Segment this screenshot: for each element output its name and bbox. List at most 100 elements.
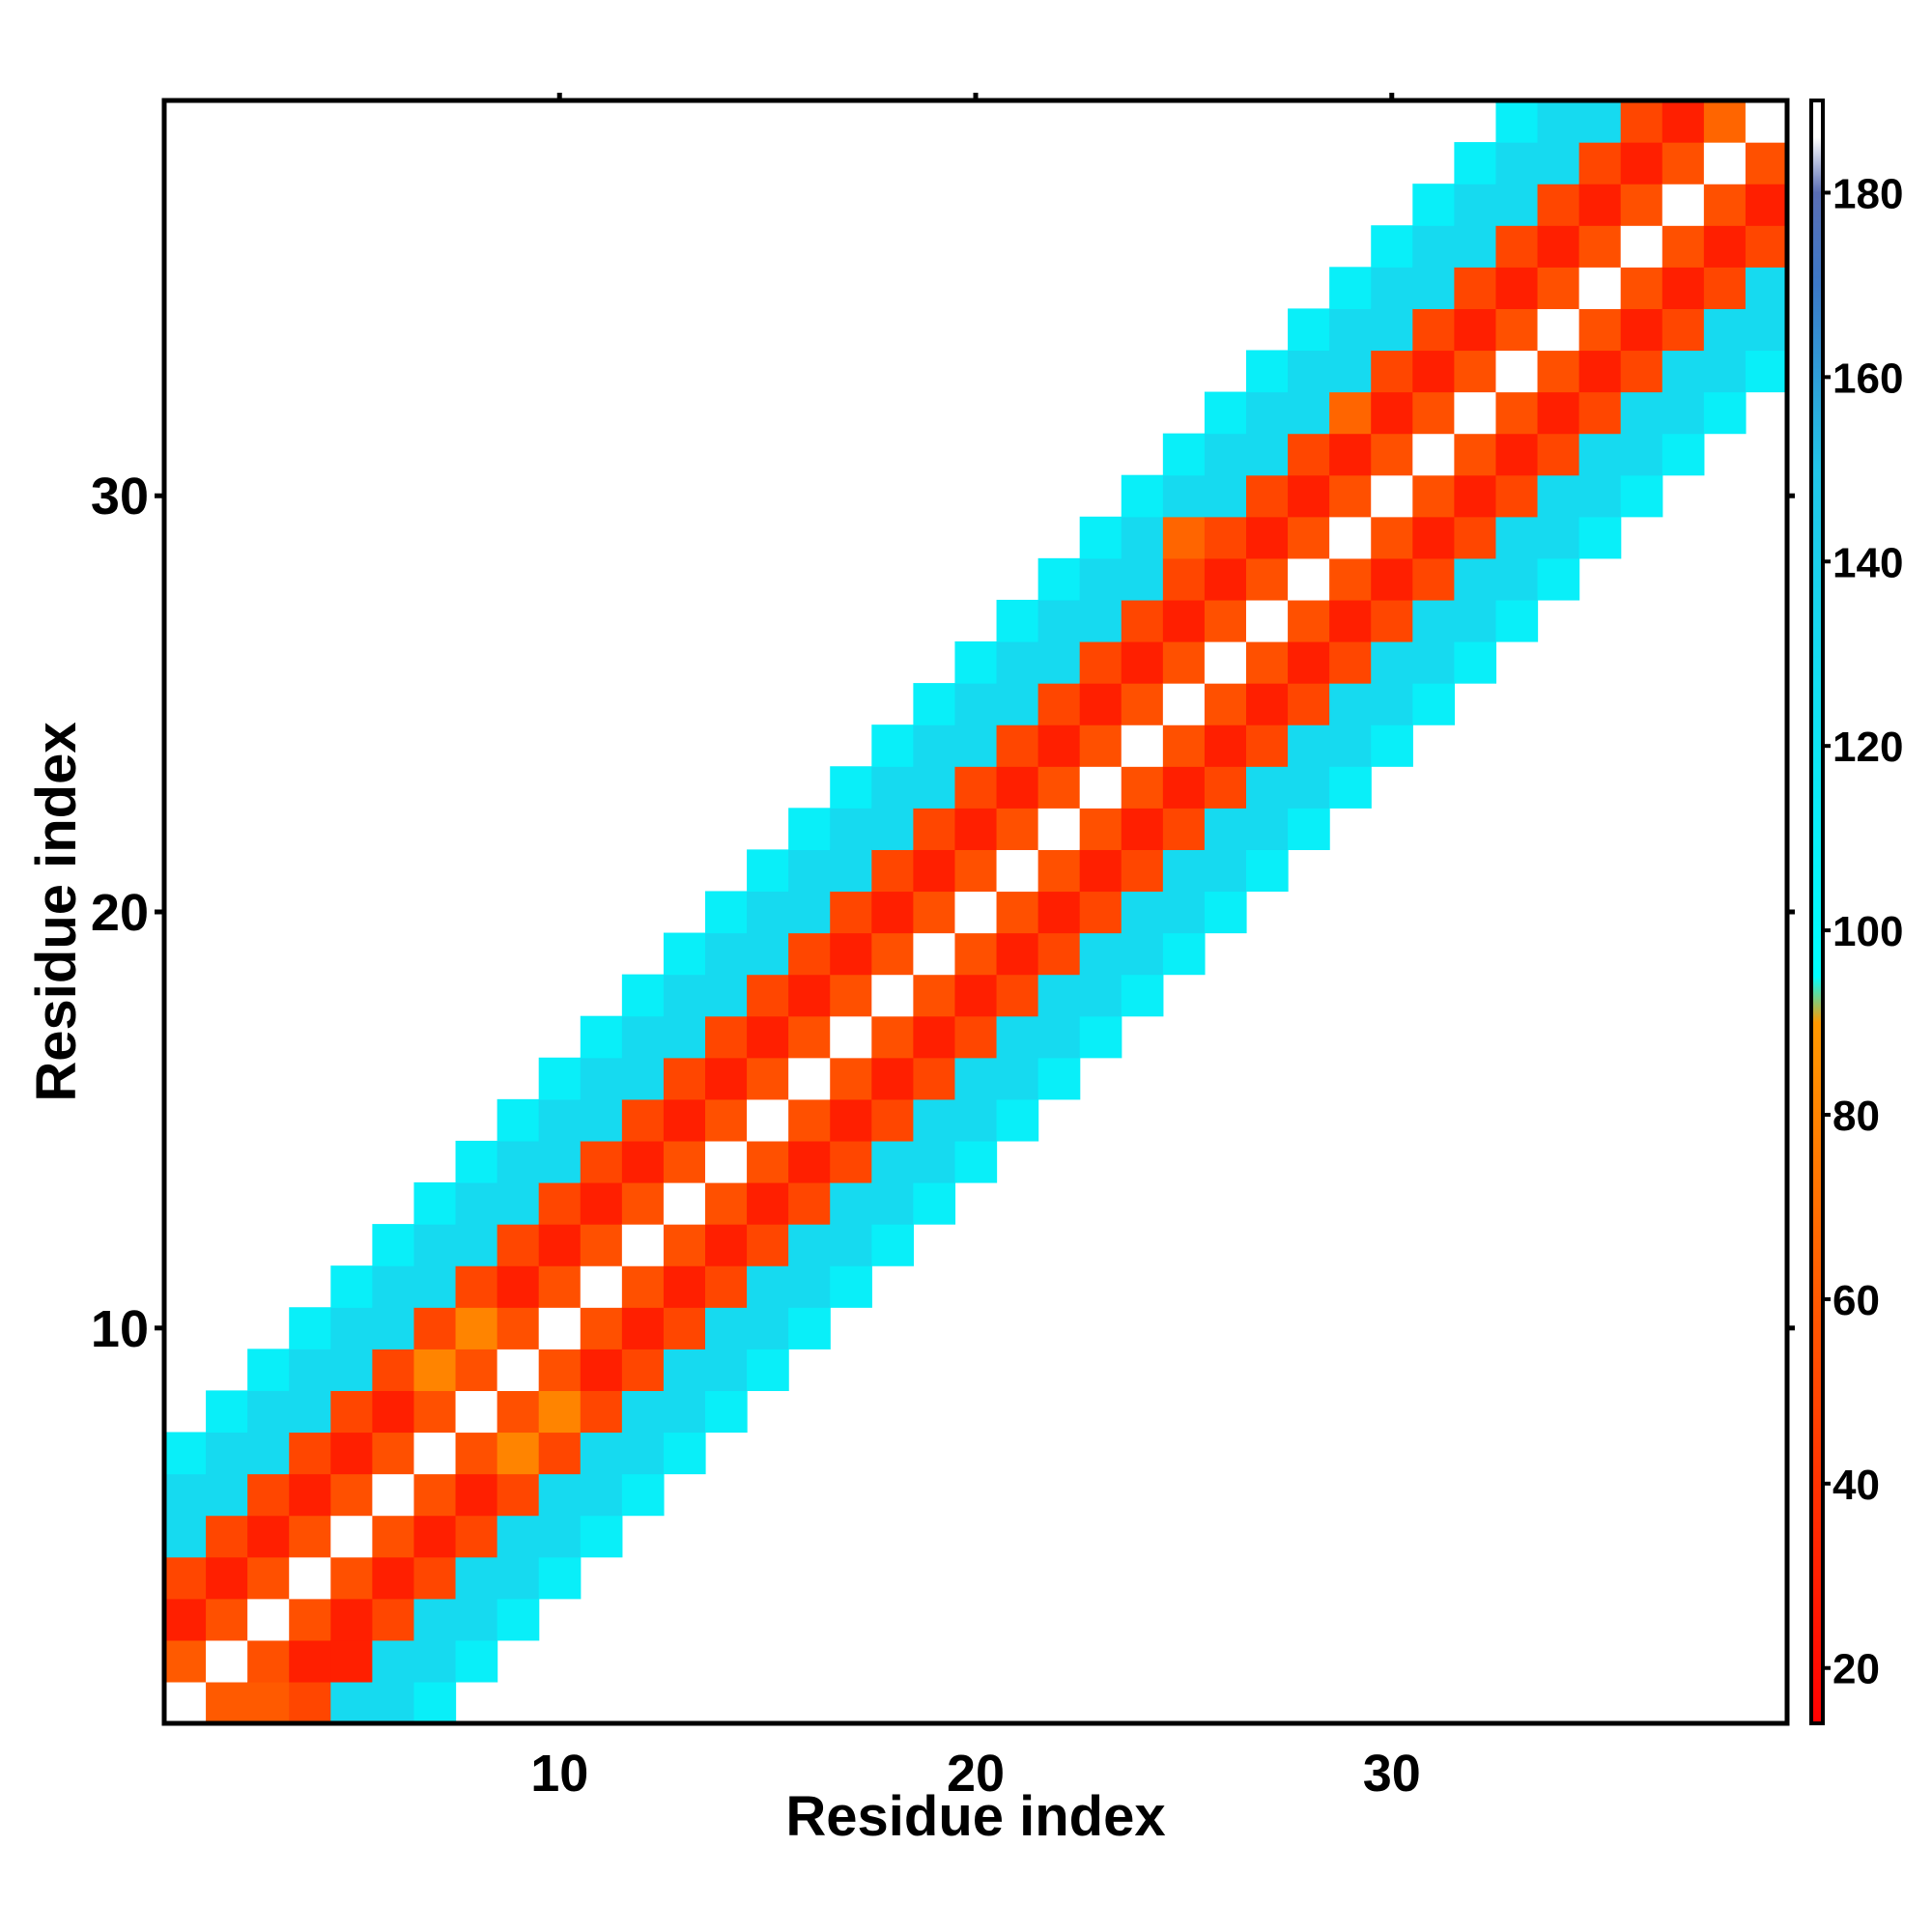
heatmap-cell bbox=[1371, 724, 1413, 767]
heatmap-cell bbox=[996, 724, 1039, 767]
heatmap-cell bbox=[663, 1140, 706, 1183]
heatmap-cell bbox=[788, 974, 831, 1017]
heatmap-cell bbox=[830, 1057, 872, 1100]
heatmap-cell bbox=[1246, 641, 1289, 684]
heatmap-cell bbox=[1079, 849, 1122, 893]
heatmap-cell bbox=[497, 1556, 540, 1600]
heatmap-cell bbox=[538, 1265, 582, 1308]
heatmap-cell bbox=[497, 1265, 540, 1308]
heatmap-cell bbox=[1121, 599, 1164, 642]
heatmap-cell bbox=[1703, 350, 1747, 393]
heatmap-cell bbox=[788, 932, 831, 976]
heatmap-cell bbox=[580, 1349, 623, 1391]
heatmap-cell bbox=[497, 1307, 540, 1350]
heatmap-cell bbox=[1371, 516, 1413, 559]
heatmap-cell bbox=[871, 974, 914, 1017]
heatmap-cell bbox=[538, 1307, 582, 1350]
heatmap-cell bbox=[1037, 599, 1081, 642]
heatmap-cell bbox=[1288, 391, 1330, 435]
heatmap-cell bbox=[1037, 891, 1081, 934]
heatmap-cell bbox=[1329, 391, 1372, 435]
heatmap-cell bbox=[372, 1349, 415, 1391]
heatmap-cell bbox=[1745, 225, 1788, 268]
heatmap-cell bbox=[996, 641, 1039, 684]
heatmap-cell bbox=[1620, 100, 1663, 143]
heatmap-cell bbox=[1037, 974, 1081, 1017]
heatmap-cell bbox=[1662, 184, 1705, 226]
heatmap-cell bbox=[1371, 599, 1413, 642]
heatmap-cell bbox=[747, 974, 789, 1017]
heatmap-cell bbox=[788, 1057, 831, 1100]
x-tick-label: 10 bbox=[530, 1745, 588, 1803]
heatmap-cell bbox=[1537, 225, 1580, 268]
heatmap-cell bbox=[580, 1140, 623, 1183]
heatmap-cell bbox=[1412, 267, 1455, 309]
heatmap-cell bbox=[497, 1098, 540, 1142]
heatmap-cell bbox=[1121, 808, 1164, 850]
heatmap-cell bbox=[954, 932, 998, 976]
heatmap-cell bbox=[1412, 474, 1455, 518]
heatmap-cell bbox=[1412, 308, 1455, 352]
heatmap-cell bbox=[247, 1515, 290, 1558]
heatmap-cell bbox=[497, 1349, 540, 1391]
heatmap-cell bbox=[1537, 308, 1580, 352]
heatmap-cell bbox=[1288, 474, 1330, 518]
heatmap-cell bbox=[1578, 391, 1622, 435]
heatmap-cell bbox=[996, 891, 1039, 934]
heatmap-cell bbox=[330, 1307, 373, 1350]
colorbar-tick-label: 80 bbox=[1833, 1093, 1880, 1140]
heatmap-cell bbox=[1037, 849, 1081, 893]
heatmap-cell bbox=[705, 1224, 748, 1266]
heatmap-cell bbox=[1162, 474, 1206, 518]
heatmap-cell bbox=[1079, 599, 1122, 642]
heatmap-cell bbox=[663, 1432, 706, 1475]
heatmap-cell bbox=[1288, 557, 1330, 601]
heatmap-cell bbox=[413, 1639, 457, 1683]
heatmap-cell bbox=[705, 1390, 748, 1434]
heatmap-cell bbox=[1412, 599, 1455, 642]
heatmap-cell bbox=[1537, 474, 1580, 518]
colorbar-tick-label: 140 bbox=[1833, 539, 1903, 586]
colorbar-tick-label: 60 bbox=[1833, 1277, 1880, 1324]
heatmap-cell bbox=[1662, 391, 1705, 435]
heatmap-cell bbox=[913, 1140, 956, 1183]
heatmap-cell bbox=[1329, 683, 1372, 725]
heatmap-cell bbox=[372, 1473, 415, 1517]
heatmap-cell bbox=[455, 1598, 498, 1641]
heatmap-cell bbox=[1454, 267, 1497, 309]
heatmap-cell bbox=[1620, 391, 1663, 435]
heatmap-cell bbox=[372, 1307, 415, 1350]
heatmap-cell bbox=[996, 766, 1039, 809]
heatmap-cell bbox=[455, 1307, 498, 1350]
heatmap-cell bbox=[788, 1224, 831, 1266]
heatmap-cell bbox=[1495, 474, 1539, 518]
heatmap-cell bbox=[580, 1307, 623, 1350]
x-axis-ticks: 10 20 30 bbox=[530, 93, 1421, 1803]
heatmap-cell bbox=[1079, 932, 1122, 976]
heatmap-cell bbox=[1329, 766, 1372, 809]
heatmap-cell bbox=[1288, 808, 1330, 850]
heatmap-cell bbox=[1162, 433, 1206, 476]
heatmap-cell bbox=[1329, 474, 1372, 518]
heatmap-cell bbox=[747, 1182, 789, 1225]
heatmap-cell bbox=[621, 1432, 665, 1475]
heatmap-cell bbox=[1371, 391, 1413, 435]
heatmap-cell bbox=[747, 1140, 789, 1183]
heatmap-cell bbox=[954, 808, 998, 850]
heatmap-cell bbox=[1204, 557, 1247, 601]
heatmap-cell bbox=[206, 1639, 248, 1683]
heatmap-cell bbox=[1079, 808, 1122, 850]
heatmap-cell bbox=[1745, 100, 1788, 143]
heatmap-cell bbox=[455, 1390, 498, 1434]
heatmap-cell bbox=[164, 1598, 207, 1641]
y-tick-label: 10 bbox=[91, 1300, 149, 1358]
heatmap-cell bbox=[1454, 641, 1497, 684]
heatmap-cell bbox=[413, 1681, 457, 1724]
heatmap-cell bbox=[1454, 184, 1497, 226]
heatmap-cell bbox=[621, 1265, 665, 1308]
heatmap-cell bbox=[330, 1639, 373, 1683]
heatmap-cell bbox=[871, 849, 914, 893]
heatmap-cell bbox=[413, 1473, 457, 1517]
heatmap-cell bbox=[413, 1598, 457, 1641]
heatmap-cell bbox=[1495, 433, 1539, 476]
